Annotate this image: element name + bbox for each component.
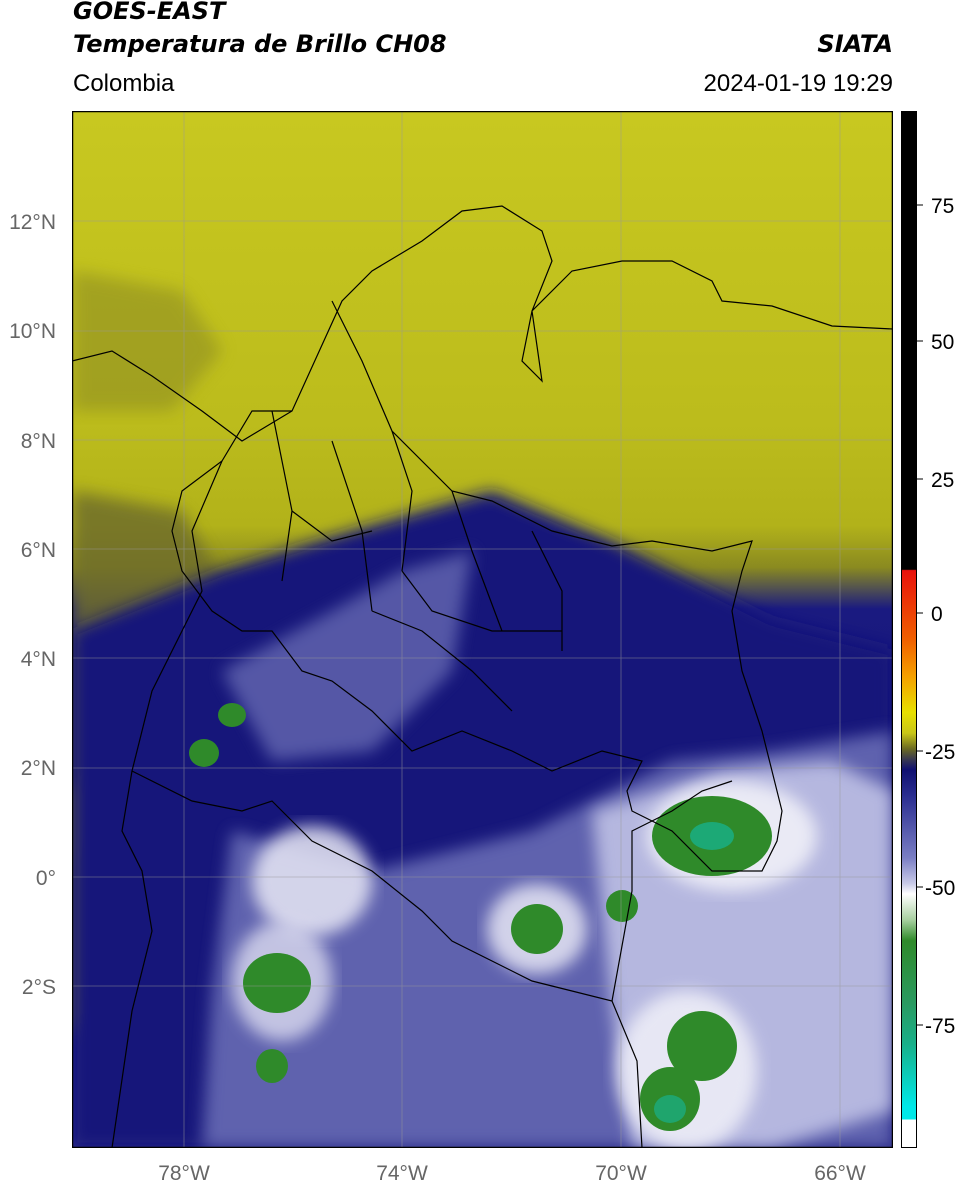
pacific-coast	[111, 460, 223, 1148]
lat-tick-label: 10°N	[9, 320, 56, 343]
cold-top-green	[189, 739, 219, 767]
colorbar	[901, 111, 917, 1148]
colorbar-tick-label: 25	[931, 469, 954, 492]
colorbar-tick-labels: 75 50 25 0 -25 -50 -75	[925, 195, 955, 1038]
internal-borders	[271, 410, 563, 712]
cold-top-teal	[654, 1095, 686, 1123]
convection-area-west	[222, 551, 472, 761]
olive-north-dark	[72, 271, 222, 411]
lon-tick-label: 78°W	[158, 1162, 210, 1185]
brazil-border	[611, 780, 733, 1002]
lon-tick-label: 66°W	[814, 1162, 866, 1185]
colorbar-gradient	[901, 111, 917, 1148]
datetime-label: 2024-01-19 19:29	[703, 70, 894, 97]
colorbar-ticks	[917, 204, 923, 1026]
brightness-temperature-map	[72, 111, 893, 1148]
lon-tick-label: 74°W	[376, 1162, 428, 1185]
cold-top-green	[511, 904, 563, 954]
cold-top-green	[667, 1011, 737, 1081]
cold-top-green	[218, 703, 246, 727]
colorbar-tick-label: 50	[931, 331, 954, 354]
region-label: Colombia	[73, 70, 175, 97]
ecuador-peru-border	[131, 770, 643, 1148]
lat-tick-label: 2°N	[21, 757, 56, 780]
colorbar-tick-label: 75	[931, 195, 954, 218]
cloud-top-halo	[252, 826, 372, 936]
title-product: Temperatura de Brillo CH08	[73, 30, 447, 58]
lat-tick-label: 2°S	[22, 976, 56, 999]
colorbar-frame	[901, 111, 917, 1148]
lat-tick-label: 0°	[36, 867, 56, 890]
colorbar-tick-label: -75	[925, 1015, 955, 1038]
lon-tick-labels: 78°W 74°W 70°W 66°W	[158, 1162, 866, 1185]
lat-tick-label: 12°N	[9, 211, 56, 234]
lon-tick-label: 70°W	[595, 1162, 647, 1185]
borders	[72, 205, 893, 1148]
graticule	[72, 111, 893, 1148]
lat-tick-label: 4°N	[21, 648, 56, 671]
cold-top-green	[606, 890, 638, 922]
colorbar-tick-label: -25	[925, 741, 955, 764]
colorbar-labels: 75 50 25 0 -25 -50 -75	[917, 195, 955, 1038]
lat-tick-labels: 12°N 10°N 8°N 6°N 4°N 2°N 0° 2°S	[9, 211, 56, 999]
lat-tick-label: 8°N	[21, 430, 56, 453]
colorbar-tick-label: -50	[925, 877, 955, 900]
cold-top-green	[256, 1049, 288, 1083]
caribbean-coast	[72, 205, 893, 442]
cold-top-green	[243, 953, 311, 1013]
map-frame	[72, 111, 893, 1148]
brand-label: SIATA	[817, 30, 893, 58]
lat-tick-label: 6°N	[21, 539, 56, 562]
title-satellite: GOES-EAST	[73, 0, 226, 25]
cold-top-teal	[690, 822, 734, 850]
colorbar-tick-label: 0	[931, 603, 943, 626]
